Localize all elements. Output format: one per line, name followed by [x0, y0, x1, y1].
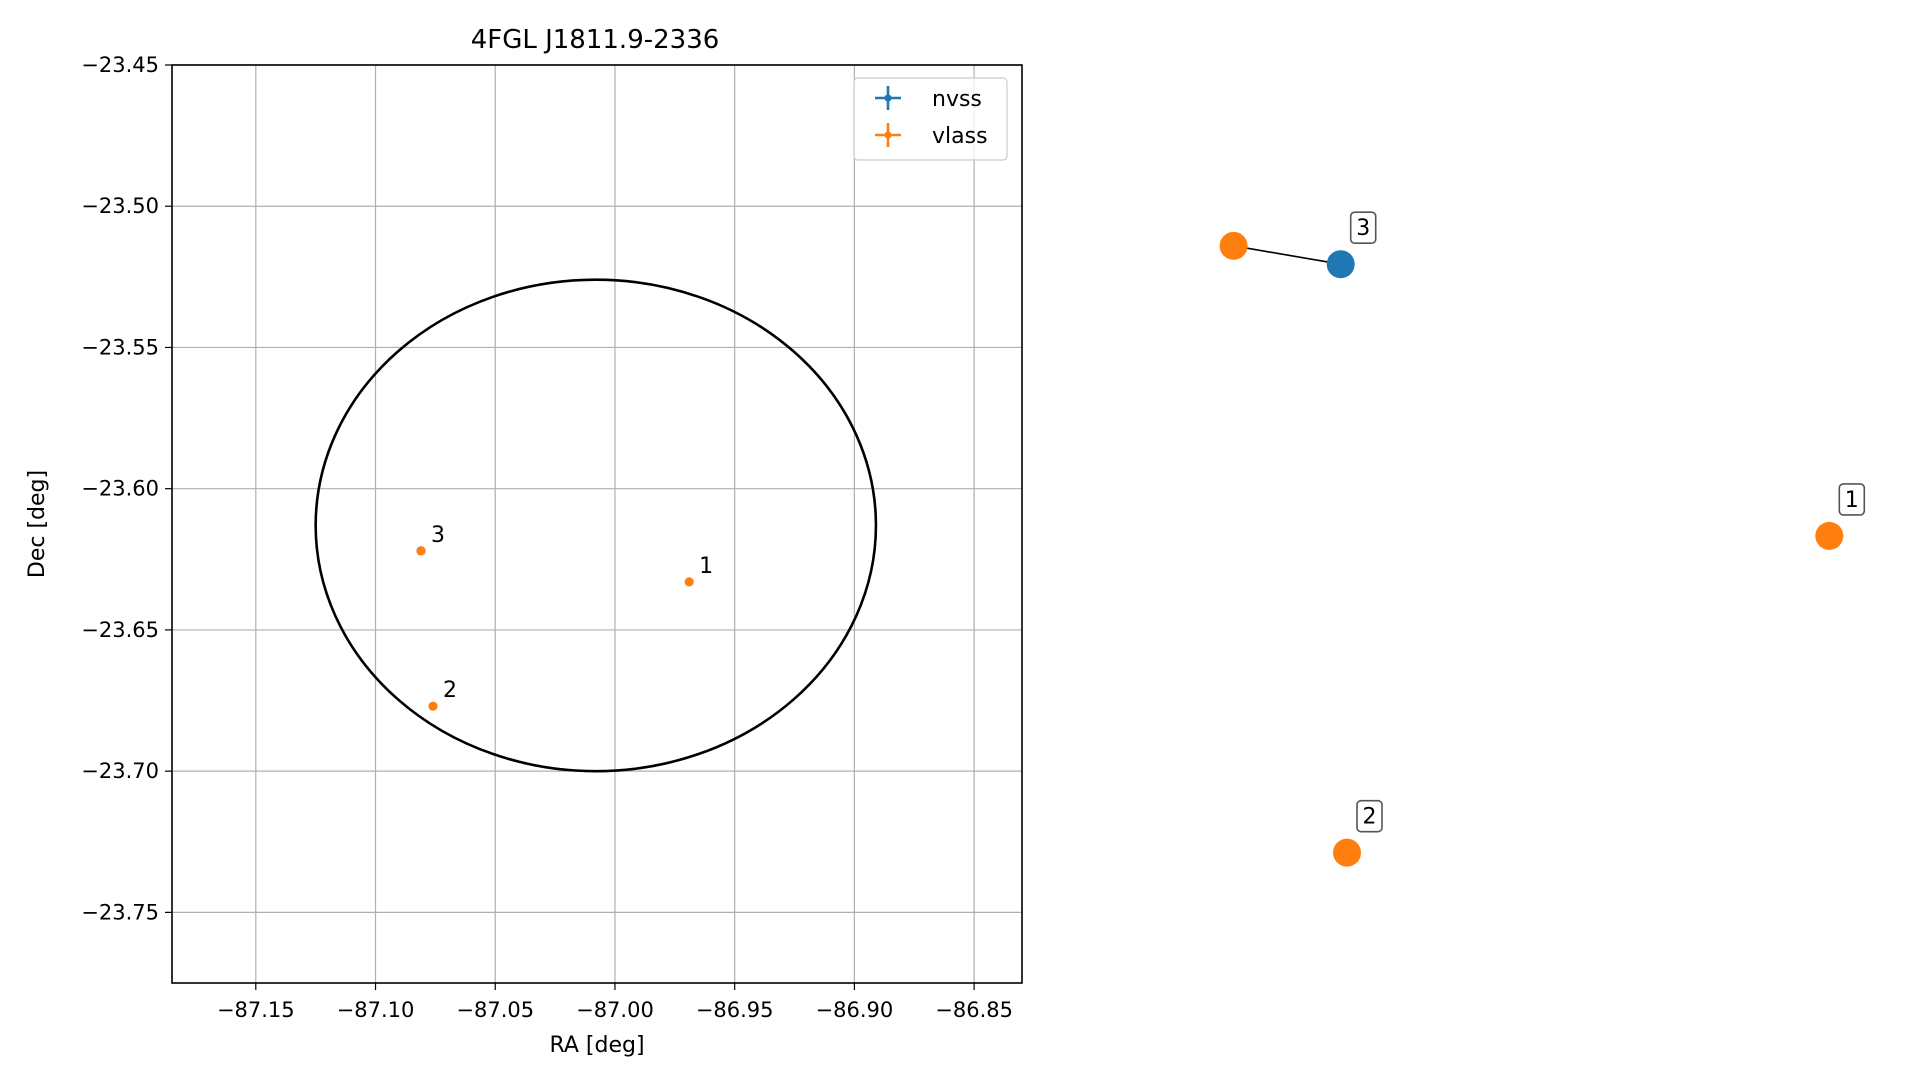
ellipse-outline — [314, 278, 878, 773]
node-label: 1 — [1845, 488, 1859, 513]
x-ticks: −87.15 −87.10 −87.05 −87.00 −86.95 −86.90 −86.… — [217, 983, 1013, 1022]
node-label-box — [1349, 211, 1377, 245]
vlass-node — [1815, 521, 1844, 550]
node-label-box — [1838, 483, 1866, 516]
x-tick-label: −86.95 — [696, 998, 774, 1022]
legend-marker-dot — [884, 131, 892, 139]
y-tick-label: −23.60 — [81, 477, 159, 501]
data-points: 1 2 3 — [416, 523, 713, 711]
y-tick-label: −23.55 — [81, 335, 159, 359]
x-axis-label: RA [deg] — [549, 1033, 644, 1058]
vlass-point — [416, 546, 426, 556]
y-ticks: −23.45 −23.50 −23.55 −23.60 −23.65 −23.70 −23.… — [81, 53, 172, 924]
x-tick-label: −87.10 — [337, 998, 415, 1022]
y-tick-label: −23.65 — [81, 618, 159, 642]
chart-title: 4FGL J1811.9-2336 — [471, 25, 720, 55]
legend-label: vlass — [932, 124, 988, 149]
vlass-point — [684, 577, 694, 587]
point-label: 2 — [443, 678, 457, 703]
link-line — [1233, 245, 1341, 265]
y-tick-label: −23.75 — [81, 900, 159, 924]
vlass-node — [1333, 838, 1361, 867]
plot-frame — [171, 64, 1023, 984]
grid — [172, 64, 1022, 983]
x-tick-label: −86.85 — [935, 998, 1013, 1022]
node-label: 3 — [1356, 216, 1370, 241]
y-tick-label: −23.50 — [81, 194, 159, 218]
x-tick-label: −87.05 — [456, 998, 534, 1022]
nvss-node — [1326, 250, 1355, 279]
main-chart: 4FGL J1811.9-2336 1 2 3 −87.15 −87.10 −87.05… — [25, 25, 1023, 1058]
point-label: 1 — [699, 554, 713, 579]
vlass-node — [1219, 231, 1248, 260]
point-label: 3 — [431, 523, 445, 548]
y-tick-label: −23.45 — [81, 53, 159, 77]
x-tick-label: −87.00 — [576, 998, 654, 1022]
side-chart: 3 1 2 — [1219, 211, 1866, 867]
node-label: 2 — [1363, 805, 1377, 830]
node-label-box — [1356, 799, 1383, 833]
uncertainty-ellipse — [314, 278, 878, 773]
y-tick-label: −23.70 — [81, 759, 159, 783]
legend: nvss vlass — [853, 77, 1008, 161]
x-tick-label: −87.15 — [217, 998, 295, 1022]
x-tick-label: −86.90 — [816, 998, 894, 1022]
vlass-point — [428, 701, 438, 711]
legend-label: nvss — [932, 87, 982, 112]
y-axis-label: Dec [deg] — [25, 470, 50, 578]
legend-marker-dot — [884, 94, 892, 102]
